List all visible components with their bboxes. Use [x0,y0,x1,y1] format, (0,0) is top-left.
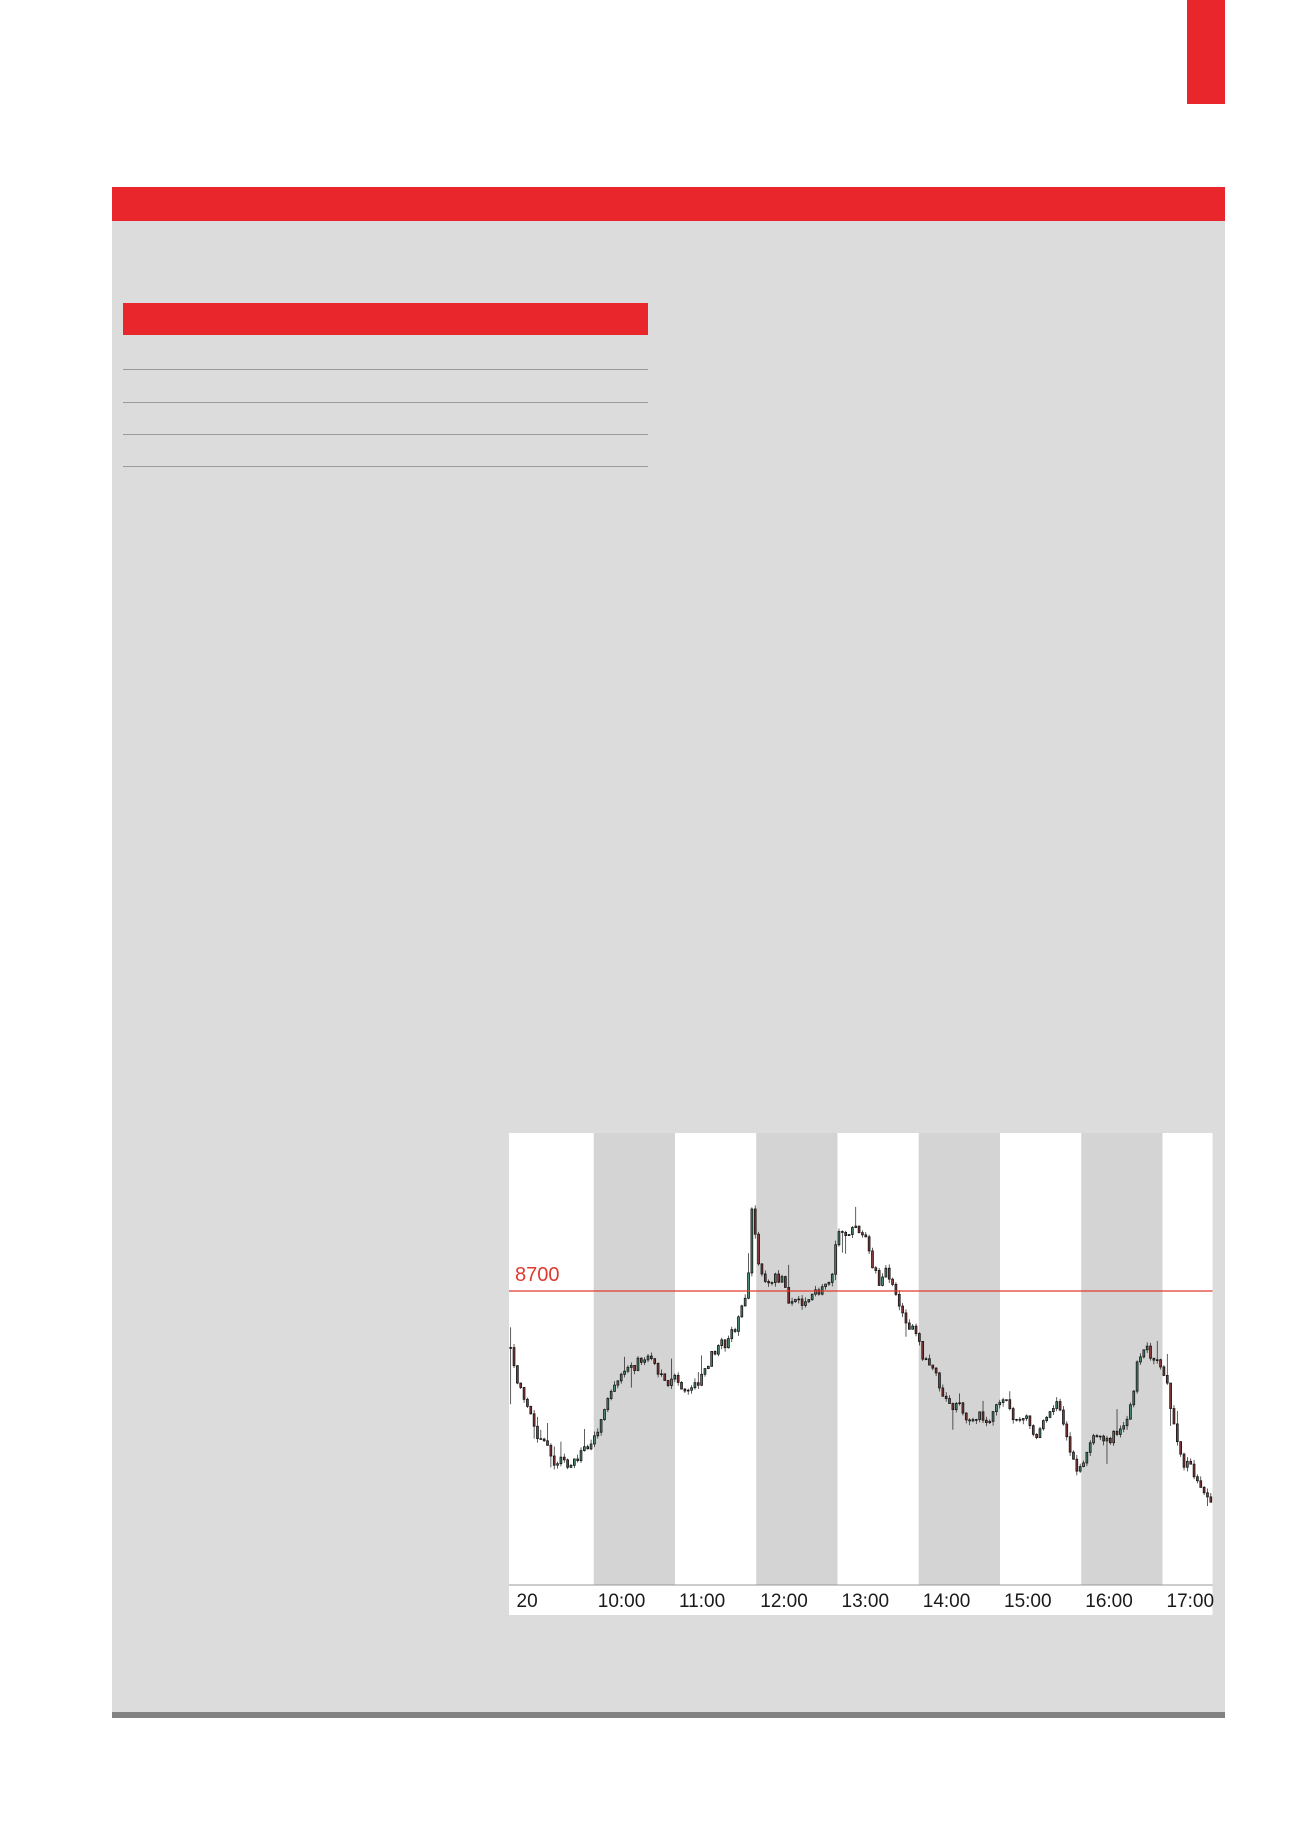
svg-text:17:00: 17:00 [1166,1591,1214,1612]
svg-text:14:00: 14:00 [922,1591,970,1612]
svg-text:12:00: 12:00 [760,1591,808,1612]
svg-text:11:00: 11:00 [679,1591,725,1612]
svg-text:8700: 8700 [515,1264,560,1286]
svg-text:15:00: 15:00 [1004,1591,1052,1612]
svg-text:13:00: 13:00 [841,1591,889,1612]
svg-text:10:00: 10:00 [597,1591,645,1612]
svg-text:16:00: 16:00 [1085,1591,1133,1612]
svg-text:20: 20 [516,1591,537,1612]
